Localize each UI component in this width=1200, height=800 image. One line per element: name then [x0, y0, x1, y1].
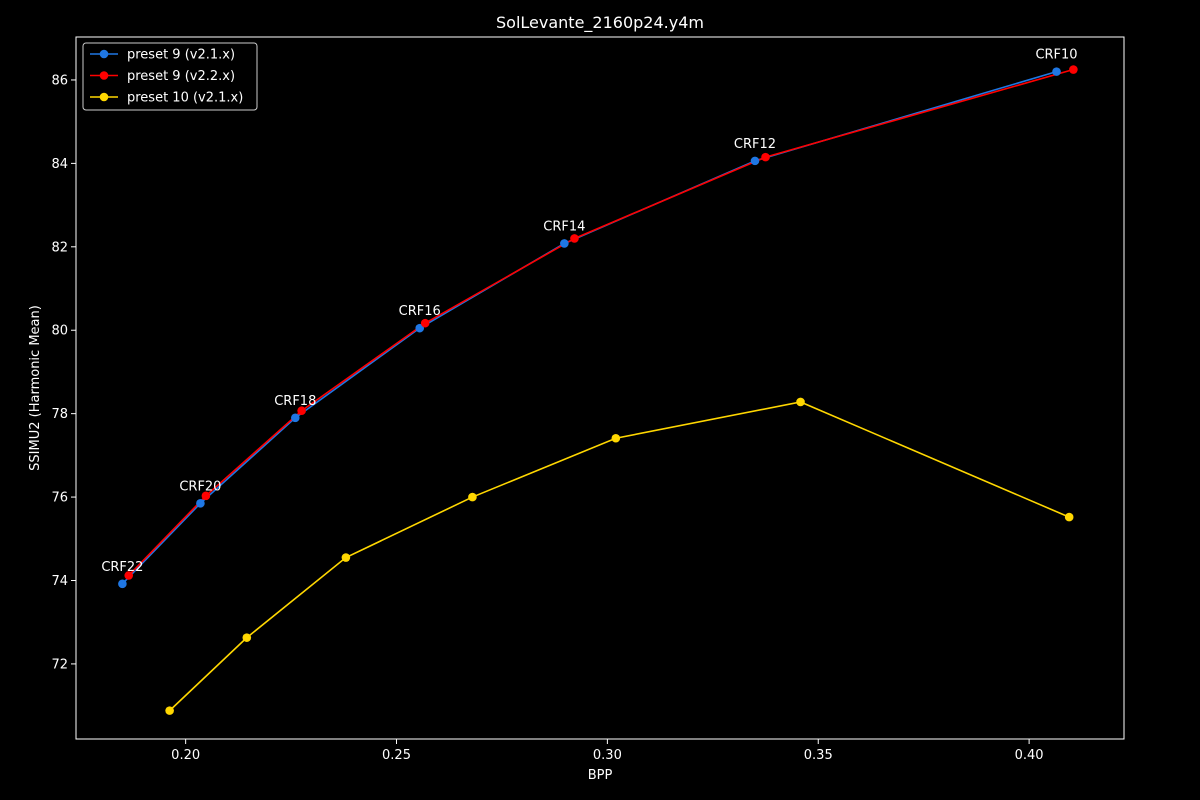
annotation-label: CRF12: [734, 137, 776, 152]
y-tick-label: 82: [51, 240, 68, 255]
y-tick-label: 76: [51, 491, 68, 506]
x-axis-title: BPP: [588, 768, 613, 783]
annotation-label: CRF20: [179, 479, 221, 494]
annotation-label: CRF22: [101, 560, 143, 575]
series-2-point: [570, 234, 579, 243]
series-2-point: [1069, 65, 1078, 74]
annotation-label: CRF18: [274, 394, 316, 409]
legend-label: preset 9 (v2.2.x): [127, 69, 235, 84]
series-2-point: [124, 571, 134, 580]
y-tick-label: 86: [51, 73, 68, 88]
legend-box: [82, 42, 258, 111]
legend-label: preset 10 (v2.1.x): [127, 91, 243, 106]
legend: preset 9 (v2.1.x) preset 9 (v2.2.x) preset…: [82, 42, 258, 111]
series-3-point: [165, 706, 174, 715]
series-1-point: [415, 323, 425, 333]
series-3-point: [468, 492, 477, 502]
x-tick-label: 0.20: [171, 748, 200, 763]
y-tick-label: 74: [51, 574, 68, 589]
annotation-label: CRF16: [399, 304, 441, 319]
series-3-point: [611, 433, 621, 443]
chart-title: SolLevante_2160p24.y4m: [496, 13, 704, 33]
annotation-label: CRF10: [1035, 48, 1077, 63]
axis-ticks: 0.20 0.25 0.30 0.35 0.40 72 74 76 78 80 82 84 86: [51, 73, 1043, 763]
annotation-label: CRF14: [543, 219, 585, 234]
series-1-point: [290, 413, 300, 423]
series-2-point: [761, 152, 770, 162]
series-2-point: [420, 318, 430, 328]
x-tick-label: 0.25: [382, 748, 411, 763]
series-3-point: [341, 553, 351, 562]
series-1-point: [196, 499, 205, 508]
series-3-point: [242, 633, 252, 642]
crf-annotations: CRF22 CRF20 CRF18 CRF16 CRF14 CRF12 CRF10: [101, 48, 1077, 575]
legend-label: preset 9 (v2.1.x): [127, 48, 235, 63]
series-markers: [118, 65, 1078, 715]
series-3-point: [1064, 512, 1074, 522]
y-tick-label: 84: [51, 157, 68, 172]
x-tick-label: 0.35: [804, 748, 833, 763]
y-tick-label: 72: [51, 657, 68, 672]
series-1-point: [750, 156, 760, 166]
plot-area-frame: [75, 36, 1125, 740]
series-2-point: [297, 406, 306, 416]
y-tick-label: 80: [51, 324, 68, 339]
y-tick-label: 78: [51, 407, 68, 422]
series-2-point: [201, 491, 211, 501]
legend-marker-swatch: [99, 71, 109, 80]
y-axis-title: SSIMU2 (Harmonic Mean): [28, 305, 43, 471]
x-tick-label: 0.40: [1015, 748, 1044, 763]
series-1-point: [560, 239, 569, 248]
legend-marker-swatch: [99, 92, 109, 102]
series-3-point: [796, 397, 805, 407]
legend-marker-swatch: [99, 49, 109, 59]
series-1-point: [1052, 67, 1061, 76]
x-tick-label: 0.30: [593, 748, 622, 763]
series-1-point: [118, 579, 127, 589]
